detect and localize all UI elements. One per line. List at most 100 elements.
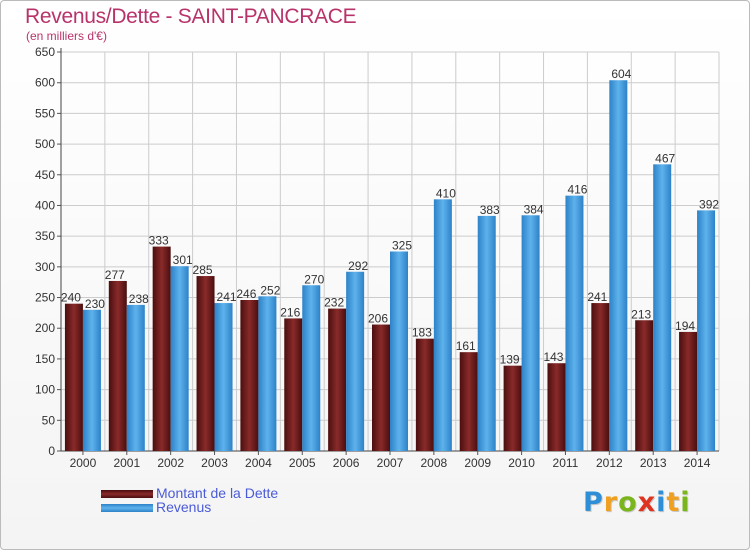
x-tick-label: 2006 bbox=[333, 456, 360, 470]
x-tick-label: 2014 bbox=[684, 456, 711, 470]
logo-letter: o bbox=[618, 487, 638, 518]
value-label-dette: 246 bbox=[236, 287, 256, 301]
value-label-revenus: 230 bbox=[85, 297, 105, 311]
logo-letter: i bbox=[656, 487, 667, 518]
logo-letter: r bbox=[603, 487, 619, 518]
value-label-dette: 194 bbox=[675, 319, 695, 333]
value-label-revenus: 467 bbox=[655, 151, 675, 165]
value-label-revenus: 416 bbox=[567, 183, 587, 197]
logo-letter: P bbox=[583, 487, 604, 518]
x-tick-label: 2009 bbox=[464, 456, 491, 470]
bar-revenus bbox=[521, 215, 540, 451]
chart-title: Revenus/Dette - SAINT-PANCRACE bbox=[25, 5, 357, 28]
value-label-revenus: 252 bbox=[260, 283, 280, 297]
bar-revenus bbox=[126, 304, 145, 451]
bar-dette bbox=[679, 331, 698, 451]
value-label-dette: 216 bbox=[280, 305, 300, 319]
proxiti-logo: Proxiti bbox=[583, 487, 691, 518]
bar-dette bbox=[152, 246, 171, 451]
y-tick-label: 650 bbox=[35, 45, 55, 59]
value-label-revenus: 325 bbox=[392, 239, 412, 253]
logo-letter: i bbox=[680, 487, 691, 518]
value-label-dette: 285 bbox=[193, 263, 213, 277]
y-tick-label: 400 bbox=[35, 198, 55, 212]
value-label-revenus: 410 bbox=[436, 186, 456, 200]
bar-revenus bbox=[346, 271, 365, 451]
bar-revenus bbox=[653, 164, 672, 451]
bar-dette bbox=[591, 303, 610, 451]
bar-dette bbox=[328, 308, 347, 451]
x-tick-label: 2012 bbox=[596, 456, 623, 470]
y-tick-label: 600 bbox=[35, 76, 55, 90]
x-tick-label: 2011 bbox=[553, 456, 579, 470]
bar-revenus bbox=[302, 285, 321, 451]
bar-dette bbox=[284, 318, 303, 451]
legend-swatch-revenus bbox=[101, 504, 153, 512]
x-tick-label: 2000 bbox=[70, 456, 97, 470]
bar-dette bbox=[196, 276, 215, 451]
value-label-dette: 139 bbox=[500, 353, 520, 367]
y-tick-label: 100 bbox=[35, 383, 55, 397]
value-label-revenus: 292 bbox=[348, 259, 368, 273]
value-label-revenus: 301 bbox=[173, 253, 193, 267]
y-tick-label: 150 bbox=[35, 352, 55, 366]
y-tick-label: 50 bbox=[42, 413, 56, 427]
y-tick-label: 350 bbox=[35, 229, 55, 243]
y-tick-label: 500 bbox=[35, 137, 55, 151]
bars bbox=[64, 80, 716, 451]
x-tick-label: 2001 bbox=[113, 456, 140, 470]
x-tick-label: 2008 bbox=[421, 456, 448, 470]
unit-label: (en milliers d'€) bbox=[26, 29, 107, 43]
bar-dette bbox=[372, 324, 390, 451]
x-tick-label: 2013 bbox=[640, 456, 667, 470]
bar-dette bbox=[240, 299, 259, 451]
bar-revenus bbox=[565, 195, 584, 451]
y-tick-label: 450 bbox=[35, 168, 55, 182]
bar-revenus bbox=[609, 80, 628, 451]
x-tick-label: 2005 bbox=[289, 456, 316, 470]
value-label-dette: 240 bbox=[61, 291, 81, 305]
bar-dette bbox=[635, 320, 654, 451]
value-label-dette: 333 bbox=[149, 234, 169, 248]
value-label-dette: 206 bbox=[368, 312, 388, 326]
legend-label-dette: Montant de la Dette bbox=[156, 485, 279, 501]
bar-revenus bbox=[433, 199, 452, 451]
value-label-dette: 277 bbox=[105, 268, 125, 282]
x-tick-label: 2004 bbox=[245, 456, 272, 470]
bar-dette bbox=[547, 363, 566, 451]
bar-dette bbox=[503, 365, 522, 451]
logo-letter: x bbox=[637, 487, 657, 518]
bar-dette bbox=[108, 280, 127, 451]
bar-revenus bbox=[170, 266, 189, 451]
value-label-dette: 232 bbox=[324, 296, 344, 310]
bar-revenus bbox=[258, 296, 277, 451]
value-label-revenus: 604 bbox=[611, 67, 631, 81]
value-label-dette: 213 bbox=[631, 307, 651, 321]
value-label-dette: 241 bbox=[587, 290, 607, 304]
value-label-revenus: 270 bbox=[304, 272, 324, 286]
bar-dette bbox=[64, 303, 83, 451]
logo-letter: t bbox=[666, 487, 681, 518]
value-label-revenus: 241 bbox=[217, 290, 237, 304]
x-tick-label: 2003 bbox=[201, 456, 228, 470]
y-tick-label: 0 bbox=[48, 444, 55, 458]
bar-revenus bbox=[214, 303, 233, 451]
y-tick-label: 300 bbox=[35, 260, 55, 274]
bar-revenus bbox=[477, 215, 496, 451]
value-label-dette: 183 bbox=[412, 326, 432, 340]
legend-swatch-dette bbox=[101, 490, 153, 498]
bar-revenus bbox=[697, 210, 716, 451]
y-tick-label: 550 bbox=[35, 106, 55, 120]
x-tick-label: 2010 bbox=[508, 456, 535, 470]
bar-dette bbox=[415, 338, 434, 451]
bar-revenus bbox=[82, 309, 101, 451]
bar-revenus bbox=[390, 251, 408, 451]
y-tick-label: 200 bbox=[35, 321, 55, 335]
value-label-revenus: 383 bbox=[480, 203, 500, 217]
y-tick-label: 250 bbox=[35, 291, 55, 305]
value-label-revenus: 392 bbox=[699, 197, 719, 211]
value-label-revenus: 238 bbox=[129, 292, 149, 306]
bar-dette bbox=[459, 352, 478, 451]
value-label-revenus: 384 bbox=[524, 202, 544, 216]
